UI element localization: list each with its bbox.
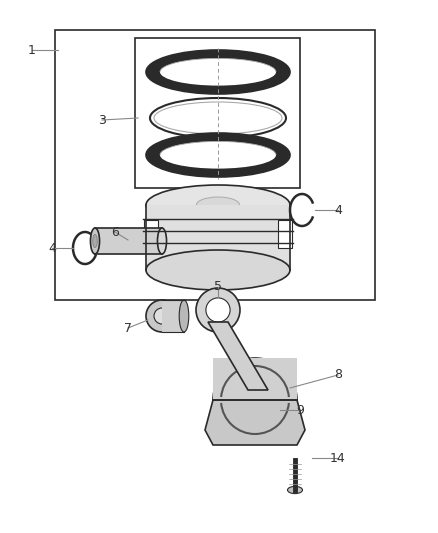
- Text: 3: 3: [98, 114, 106, 126]
- Bar: [146, 205, 290, 270]
- Ellipse shape: [179, 300, 189, 332]
- Text: 5: 5: [214, 280, 222, 294]
- Text: 4: 4: [48, 241, 56, 254]
- Polygon shape: [208, 322, 268, 390]
- Ellipse shape: [157, 228, 166, 254]
- Bar: [95, 228, 162, 254]
- Ellipse shape: [150, 98, 286, 138]
- Text: 7: 7: [124, 321, 132, 335]
- Ellipse shape: [154, 102, 282, 134]
- Text: 8: 8: [334, 368, 342, 382]
- Ellipse shape: [146, 50, 290, 94]
- Ellipse shape: [160, 141, 276, 168]
- Text: 4: 4: [334, 204, 342, 216]
- Ellipse shape: [196, 288, 240, 332]
- Ellipse shape: [287, 487, 303, 494]
- Bar: [55, 30, 375, 300]
- Ellipse shape: [146, 300, 178, 332]
- Ellipse shape: [146, 250, 290, 290]
- Ellipse shape: [154, 308, 170, 324]
- Ellipse shape: [146, 133, 290, 177]
- Bar: [162, 300, 184, 332]
- Ellipse shape: [91, 228, 99, 254]
- Polygon shape: [205, 400, 305, 445]
- Text: 6: 6: [111, 225, 119, 238]
- Text: 14: 14: [330, 451, 346, 464]
- Ellipse shape: [146, 185, 290, 225]
- Text: 9: 9: [296, 403, 304, 416]
- Ellipse shape: [196, 197, 240, 213]
- Bar: [213, 358, 297, 400]
- Ellipse shape: [206, 298, 230, 322]
- Bar: [278, 220, 292, 248]
- Ellipse shape: [93, 235, 97, 247]
- Bar: [144, 220, 158, 248]
- Text: 1: 1: [28, 44, 36, 56]
- Bar: [135, 38, 300, 188]
- Ellipse shape: [160, 59, 276, 86]
